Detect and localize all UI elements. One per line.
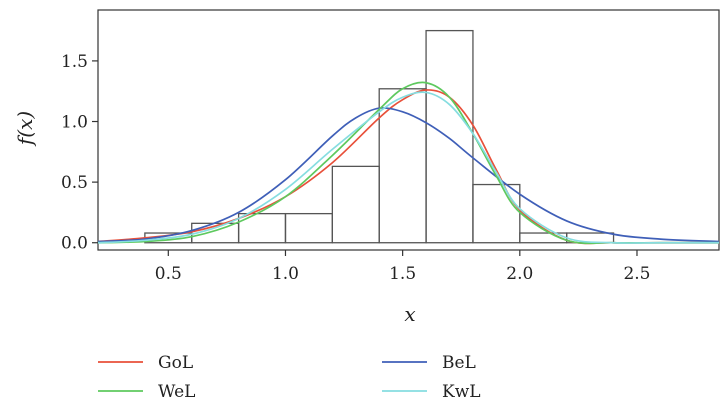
legend-item-wel: WeL — [98, 382, 195, 402]
y-tick-label: 1.5 — [61, 52, 88, 72]
plot-panel — [97, 9, 720, 251]
x-tick-label: 2.0 — [506, 264, 533, 284]
x-axis-label: x — [404, 302, 415, 326]
x-tick-label: 1.0 — [272, 264, 299, 284]
legend-label: KwL — [442, 382, 481, 402]
density-curves — [97, 81, 720, 245]
y-tick-label: 0.0 — [61, 234, 88, 254]
x-tick-label: 1.5 — [389, 264, 416, 284]
density-curve-bel — [97, 107, 720, 243]
legend-item-bel: BeL — [382, 353, 476, 373]
x-tick-label: 2.5 — [623, 264, 650, 284]
x-axis-ticks: 0.5 1.0 1.5 2.0 2.5 — [155, 250, 651, 284]
histogram-bar — [425, 29, 474, 244]
legend-label: WeL — [158, 382, 195, 402]
y-axis-label: f(x) — [13, 111, 37, 147]
legend-label: GoL — [158, 353, 193, 373]
histogram-bar — [472, 183, 521, 244]
y-tick-label: 0.5 — [61, 173, 88, 193]
x-tick-label: 0.5 — [155, 264, 182, 284]
y-tick-label: 1.0 — [61, 113, 88, 133]
legend-label: BeL — [442, 353, 476, 373]
legend-item-kwl: KwL — [382, 382, 481, 402]
legend: GoL BeL WeL KwL — [98, 353, 481, 402]
legend-item-gol: GoL — [98, 353, 193, 373]
density-curve-wel — [97, 81, 719, 245]
y-axis-ticks: 0.0 0.5 1.0 1.5 — [61, 52, 98, 254]
density-curve-kwl — [97, 91, 719, 244]
